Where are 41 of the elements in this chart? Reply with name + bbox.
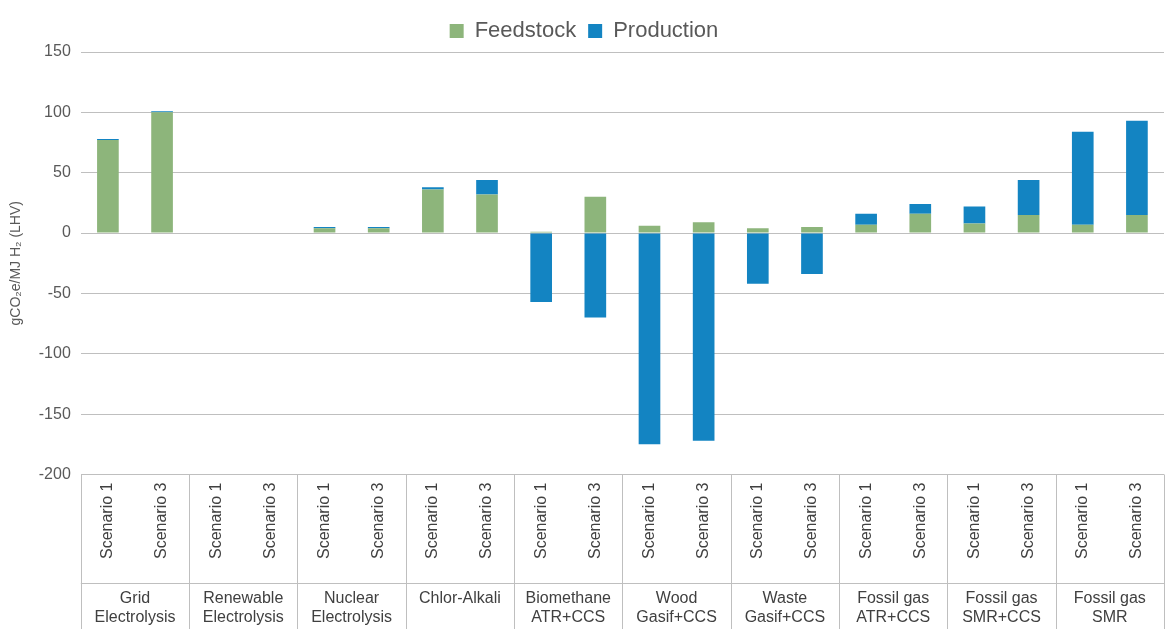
x-tick-label: Scenario 3 [152,482,170,560]
x-tick-label: Scenario 1 [1073,482,1091,560]
y-tick-label: -150 [38,404,71,422]
text: Fossil gas ATR+CCS [856,589,931,626]
x-tick-label: Scenario 3 [802,482,820,560]
x-tick-label: Scenario 3 [1019,482,1037,560]
x-tick-label: Scenario 3 [260,482,278,560]
text: Waste Gasif+CCS [744,589,826,626]
y-axis-title: gCO₂e/MJ H₂ (LHV) [7,201,24,326]
text: Renewable Electrolysis [202,589,284,626]
text: Fossil gas SMR [1073,589,1146,626]
x-tick-label: Scenario 3 [477,482,495,560]
y-tick-label: -200 [38,464,71,482]
x-tick-label: Scenario 1 [856,482,874,560]
x-tick-label: Scenario 3 [1127,482,1145,560]
x-tick-label: Scenario 3 [369,482,387,560]
text: Nuclear Electrolysis [311,589,393,626]
x-tick-label: Scenario 1 [423,482,441,560]
text: Biomethane ATR+CCS [525,589,612,626]
x-tick-label: Scenario 3 [910,482,928,560]
legend-label: Feedstock [474,17,578,43]
x-tick-label: Scenario 1 [964,482,982,560]
text: Grid Electrolysis [94,589,176,626]
y-tick-label: -50 [47,283,71,301]
x-tick-label: Scenario 1 [531,482,549,560]
text: Chlor-Alkali [419,589,501,607]
y-tick-label: -100 [38,344,71,362]
y-tick-label: 150 [44,42,71,60]
text: Wood Gasif+CCS [636,589,717,626]
x-tick-label: Scenario 3 [694,482,712,560]
text: Fossil gas SMR+CCS [962,589,1041,626]
x-tick-label: Scenario 3 [585,482,603,560]
y-tick-label: 100 [44,102,71,120]
x-tick-label: Scenario 1 [206,482,224,560]
x-tick-label: Scenario 1 [98,482,116,560]
y-tick-label: 50 [53,163,71,181]
x-tick-label: Scenario 1 [748,482,766,560]
legend-label: Production [613,17,719,43]
x-tick-label: Scenario 1 [314,482,332,560]
x-tick-label: Scenario 1 [639,482,657,560]
y-tick-label: 0 [61,223,71,241]
